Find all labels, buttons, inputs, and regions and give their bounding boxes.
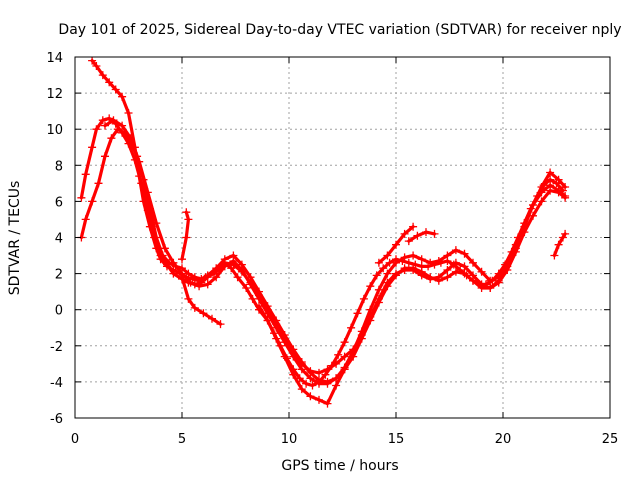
- x-tick-label: 10: [281, 432, 298, 447]
- series-track-e: [178, 273, 225, 329]
- x-tick-label: 0: [71, 432, 79, 447]
- y-tick-label: 14: [46, 51, 63, 66]
- y-tick-label: 6: [55, 195, 63, 210]
- series-band: [407, 230, 437, 243]
- series-band: [552, 232, 567, 258]
- plus-markers: [374, 222, 418, 267]
- data-series: [77, 56, 570, 408]
- series-track-g: [374, 222, 418, 267]
- x-tick-label: 20: [495, 432, 512, 447]
- y-tick-label: 8: [55, 159, 63, 174]
- chart-title: Day 101 of 2025, Sidereal Day-to-day VTE…: [58, 22, 621, 38]
- y-tick-label: 2: [55, 268, 63, 283]
- x-tick-label: 5: [178, 432, 186, 447]
- x-tick-label: 15: [388, 432, 405, 447]
- series-band: [180, 210, 190, 261]
- axis-ticks: 0 5 10 15 20 25 -6 -4 -2 0 2 4 6 8 10 12 14: [46, 51, 618, 447]
- x-axis-label: GPS time / hours: [281, 458, 398, 474]
- plus-markers: [255, 302, 349, 408]
- plus-markers: [178, 208, 193, 264]
- series-band: [180, 275, 223, 326]
- plus-markers: [404, 228, 439, 246]
- y-tick-label: 4: [55, 232, 63, 247]
- x-tick-label: 25: [602, 432, 619, 447]
- y-tick-label: 12: [46, 87, 63, 102]
- plus-markers: [178, 273, 225, 329]
- y-tick-label: 0: [55, 304, 63, 319]
- series-track-j: [550, 229, 570, 260]
- series-track-f: [255, 302, 349, 408]
- y-axis-label: SDTVAR / TECUs: [7, 181, 23, 296]
- y-tick-label: -2: [50, 340, 63, 355]
- y-tick-label: -6: [50, 412, 63, 427]
- y-tick-label: 10: [46, 123, 63, 138]
- plus-markers: [101, 116, 570, 388]
- y-tick-label: -4: [50, 376, 63, 391]
- plus-markers: [550, 229, 570, 260]
- series-track-i: [178, 208, 193, 264]
- series-track-h: [404, 228, 439, 246]
